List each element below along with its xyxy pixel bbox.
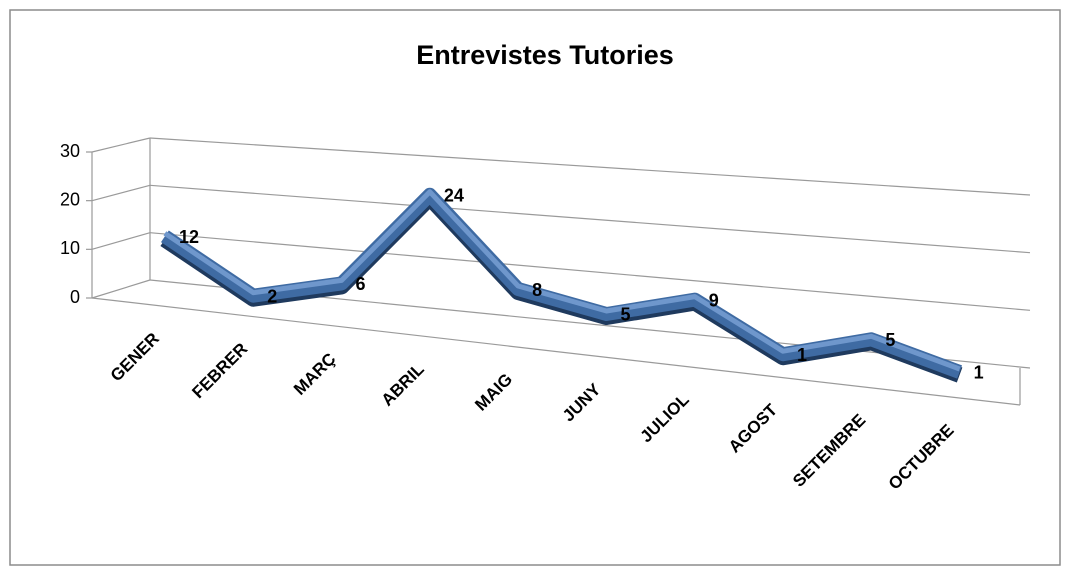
data-label: 1 xyxy=(974,363,984,383)
floor-front-edge xyxy=(91,297,1021,406)
data-label: 5 xyxy=(885,330,895,350)
side-grid-line xyxy=(91,279,151,299)
side-grid-line xyxy=(91,232,151,250)
y-tick-label: 30 xyxy=(60,141,80,161)
data-label: 9 xyxy=(709,290,719,310)
data-label: 12 xyxy=(179,227,199,247)
y-tick-label: 0 xyxy=(70,287,80,307)
floor xyxy=(91,152,1021,406)
grid-line xyxy=(149,232,1031,311)
data-label: 5 xyxy=(620,305,630,325)
y-tick-label: 20 xyxy=(60,189,80,209)
data-label: 8 xyxy=(532,280,542,300)
data-label: 1 xyxy=(797,345,807,365)
grid-line xyxy=(149,137,1031,196)
chart-title: Entrevistes Tutories xyxy=(416,40,674,70)
line-series xyxy=(160,187,963,379)
side-grid-line xyxy=(91,184,151,202)
data-label: 6 xyxy=(356,274,366,294)
data-label: 24 xyxy=(444,186,464,206)
line-highlight xyxy=(163,189,961,372)
grid-line xyxy=(149,184,1031,254)
side-grid-line xyxy=(91,137,151,153)
data-label: 2 xyxy=(267,286,277,306)
y-tick-label: 10 xyxy=(60,238,80,258)
